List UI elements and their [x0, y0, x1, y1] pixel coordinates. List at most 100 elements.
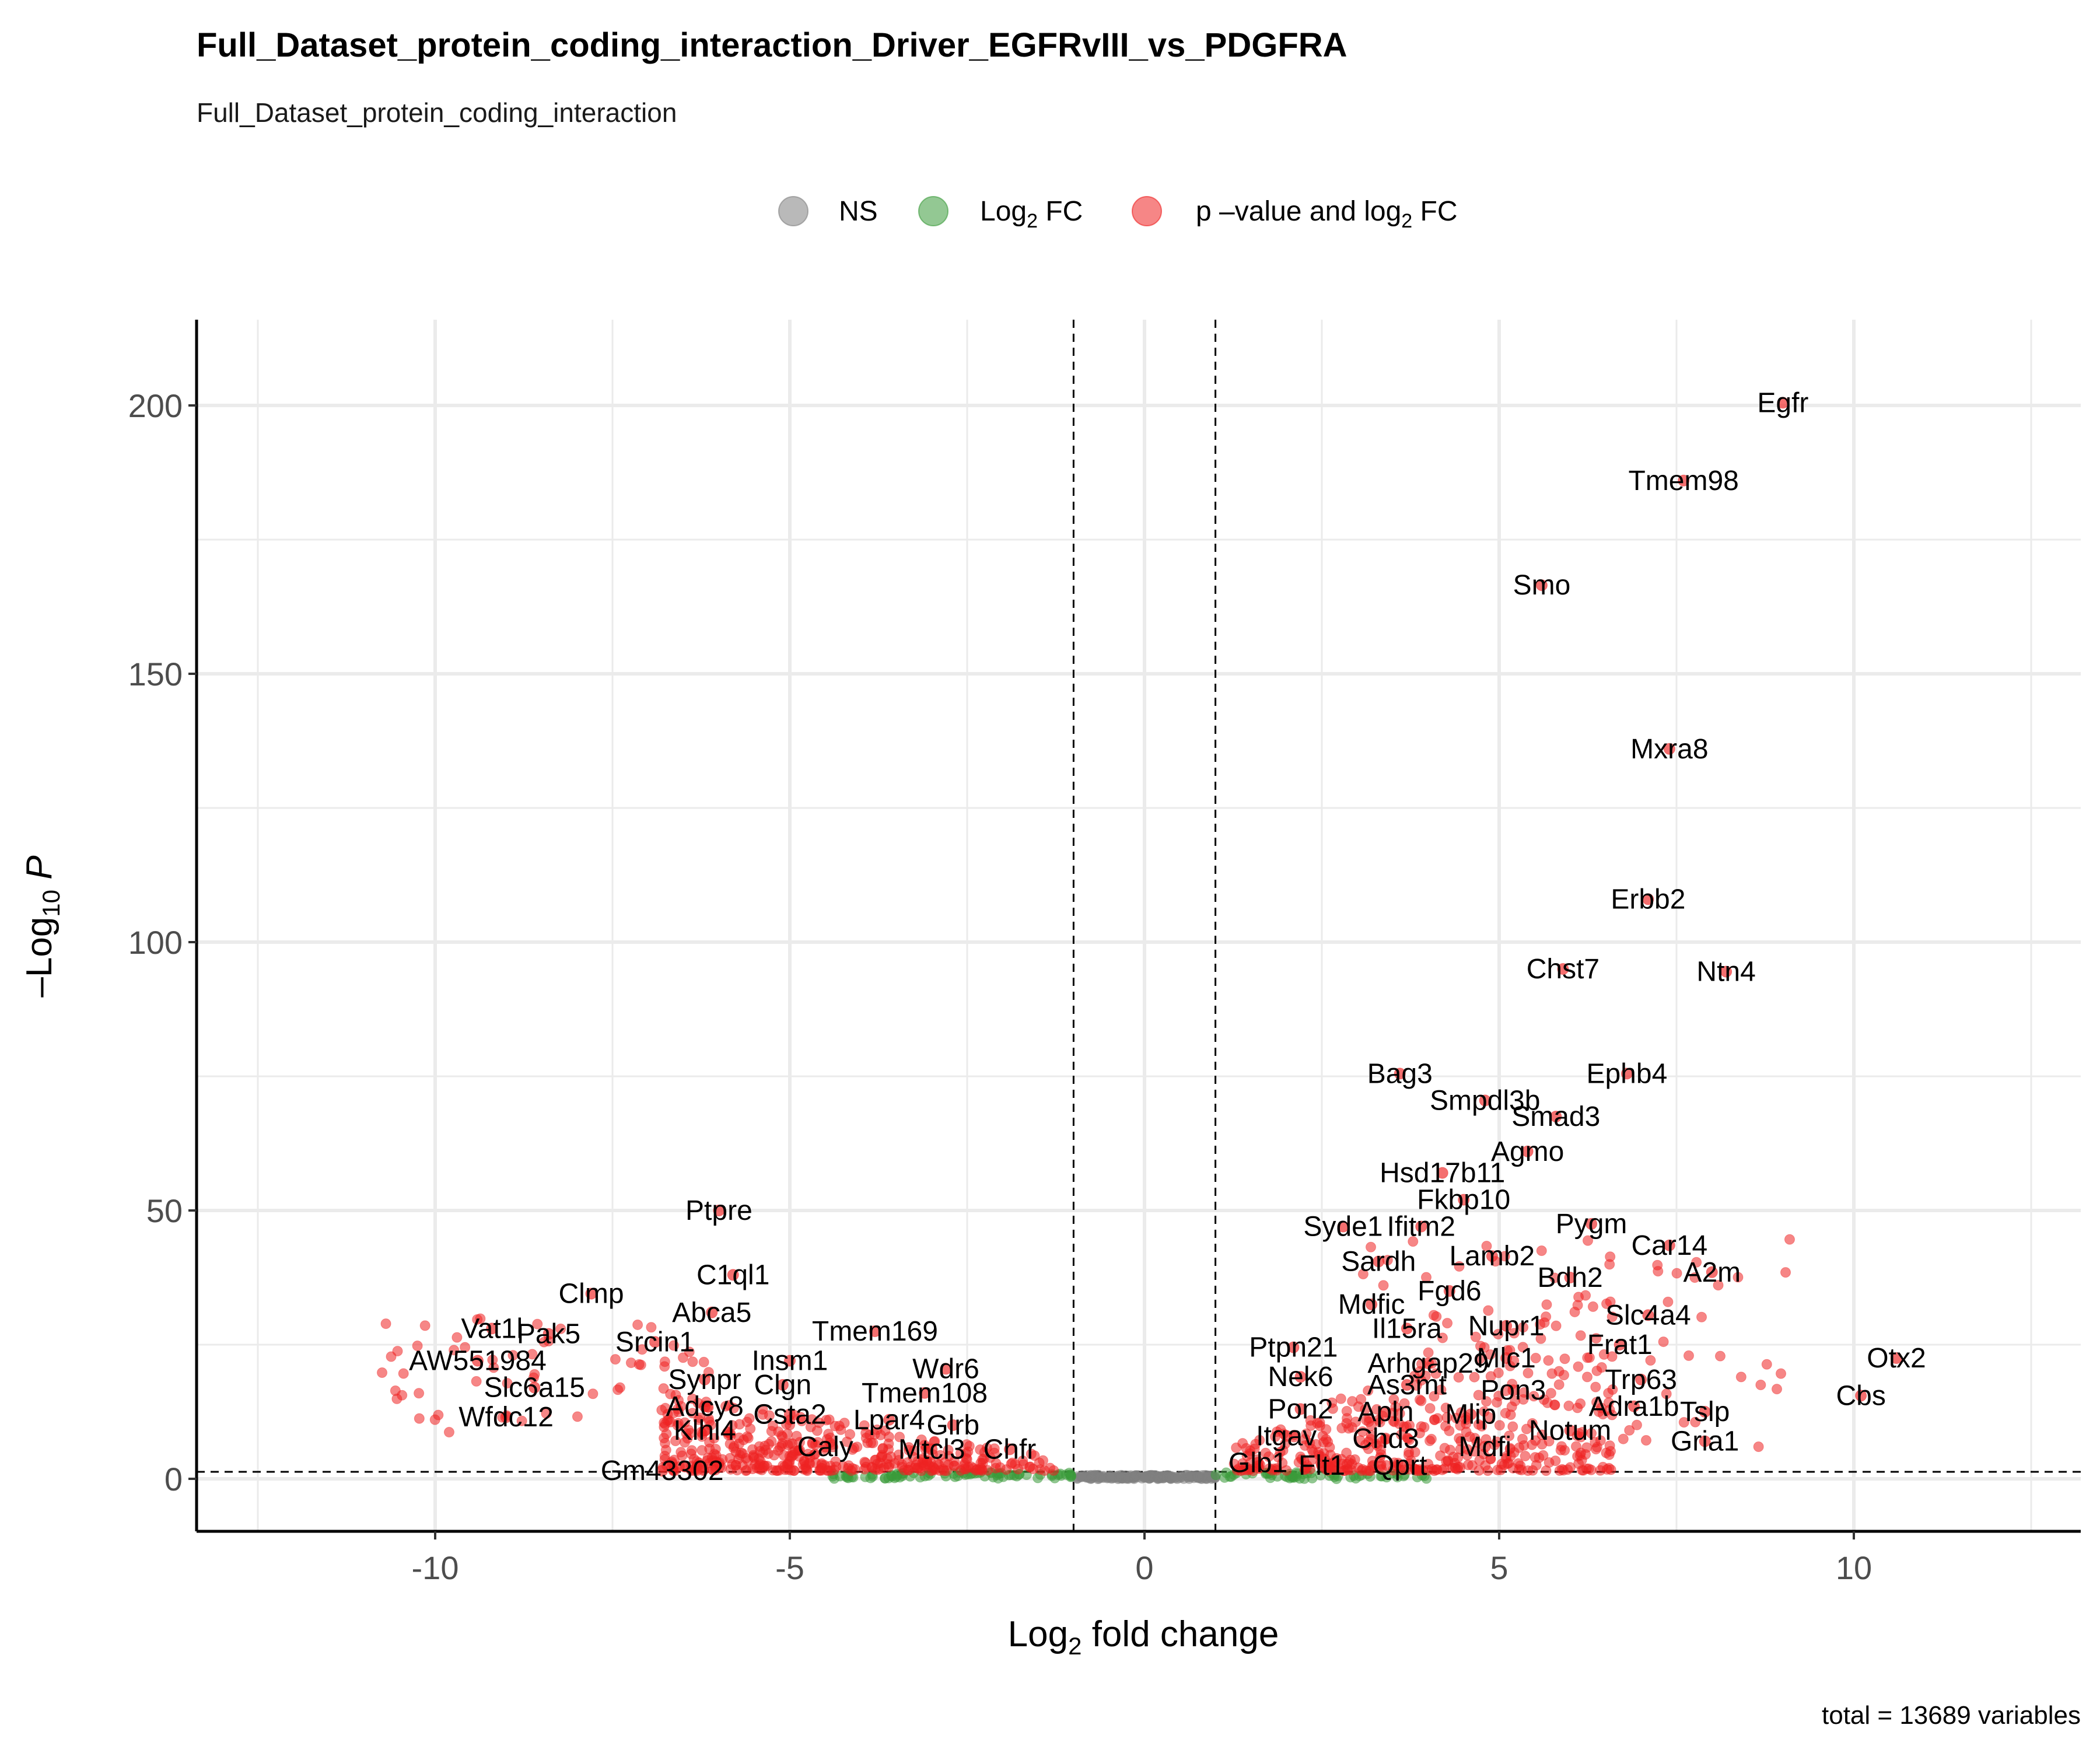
- gene-point-slc6a15: [528, 1381, 541, 1394]
- gene-label-a2m: A2m: [1683, 1257, 1741, 1288]
- gene-point-tmem108: [919, 1387, 931, 1399]
- background-point: [1424, 1403, 1436, 1414]
- background-point: [684, 1346, 695, 1357]
- background-point: [1556, 1464, 1567, 1475]
- gene-point-notum: [1564, 1425, 1576, 1437]
- background-point: [1507, 1421, 1518, 1432]
- gene-label-insm1: Insm1: [752, 1346, 828, 1377]
- background-point: [1368, 1460, 1379, 1471]
- background-point: [1474, 1455, 1485, 1466]
- background-point: [1428, 1310, 1439, 1321]
- background-point: [1755, 1379, 1766, 1390]
- background-point: [541, 1408, 552, 1419]
- background-point: [1409, 1447, 1420, 1458]
- gene-point-smpdl3b: [1479, 1094, 1491, 1107]
- background-point: [730, 1460, 741, 1471]
- gene-label-car14: Car14: [1631, 1230, 1707, 1261]
- background-point: [1444, 1444, 1455, 1455]
- background-point: [1470, 1331, 1481, 1342]
- background-point: [1591, 1333, 1602, 1344]
- gene-label-nek6: Nek6: [1268, 1362, 1333, 1392]
- gene-label-c1ql1: C1ql1: [696, 1259, 769, 1290]
- gene-point-fgd6: [1443, 1285, 1455, 1297]
- background-point: [1192, 1470, 1203, 1481]
- gene-point-otx2: [1890, 1352, 1902, 1364]
- gene-label-gm43302: Gm43302: [601, 1455, 724, 1486]
- background-point: [706, 1453, 718, 1464]
- background-point: [1430, 1368, 1441, 1379]
- gene-point-lamb2: [1486, 1250, 1498, 1262]
- background-point: [782, 1429, 793, 1440]
- gene-point-arhgap29: [1422, 1357, 1434, 1370]
- legend-key-ns: [778, 196, 808, 226]
- background-point: [1596, 1362, 1607, 1373]
- background-point: [1432, 1464, 1443, 1475]
- background-point: [1210, 1469, 1222, 1481]
- gene-label-ntn4: Ntn4: [1696, 957, 1755, 988]
- gene-point-itgav: [1280, 1430, 1293, 1442]
- background-point: [1353, 1401, 1364, 1412]
- background-point: [1394, 1408, 1405, 1419]
- background-point: [1311, 1439, 1322, 1450]
- background-point: [1081, 1472, 1092, 1483]
- background-point: [1496, 1458, 1507, 1469]
- background-point: [1573, 1361, 1584, 1372]
- background-point: [1549, 1272, 1560, 1283]
- background-point: [1278, 1445, 1289, 1456]
- gene-label-adra1b: Adra1b: [1589, 1391, 1679, 1422]
- background-point: [1105, 1471, 1116, 1482]
- background-point: [636, 1344, 648, 1355]
- gene-label-ephb4: Ephb4: [1586, 1058, 1667, 1089]
- background-point: [1254, 1434, 1265, 1446]
- background-point: [1152, 1472, 1163, 1483]
- gene-label-wfdc12: Wfdc12: [459, 1402, 554, 1433]
- gene-point-srcin1: [649, 1336, 661, 1348]
- gene-point-wfdc12: [500, 1411, 512, 1423]
- x-tick-label: 0: [1135, 1549, 1153, 1586]
- background-point: [676, 1447, 687, 1458]
- gene-label-bdh2: Bdh2: [1538, 1262, 1603, 1293]
- gene-label-tslp: Tslp: [1680, 1397, 1730, 1427]
- background-point: [1301, 1428, 1312, 1439]
- background-point: [912, 1455, 923, 1467]
- background-point: [1678, 1417, 1689, 1428]
- background-point: [825, 1465, 836, 1476]
- gene-label-glrb: Glrb: [926, 1410, 979, 1441]
- background-point: [1583, 1235, 1594, 1246]
- background-point: [824, 1414, 835, 1425]
- background-point: [391, 1393, 402, 1404]
- gene-label-otx2: Otx2: [1867, 1343, 1926, 1374]
- background-point: [734, 1419, 745, 1430]
- gene-label-trp63: Trp63: [1605, 1364, 1677, 1395]
- background-point: [659, 1356, 670, 1367]
- background-point: [1607, 1384, 1618, 1395]
- background-point: [1581, 1371, 1592, 1383]
- gene-label-klhl4: Klhl4: [674, 1415, 736, 1446]
- background-point: [414, 1413, 425, 1424]
- background-point: [738, 1434, 749, 1446]
- gene-point-agmo: [1521, 1145, 1534, 1157]
- gene-point-frat1: [1614, 1339, 1626, 1350]
- background-point: [1405, 1455, 1416, 1466]
- gene-label-hsd17b11: Hsd17b11: [1380, 1158, 1505, 1189]
- background-point: [1784, 1234, 1795, 1245]
- background-point: [807, 1437, 818, 1448]
- gene-label-smo: Smo: [1513, 570, 1571, 601]
- background-point: [1277, 1457, 1288, 1468]
- background-point: [1440, 1402, 1451, 1413]
- gene-point-cbs: [1855, 1390, 1867, 1402]
- background-point: [1518, 1394, 1529, 1405]
- legend-label-p_fc: p –value and log2 FC: [1196, 196, 1458, 232]
- gene-label-caly: Caly: [797, 1432, 853, 1462]
- gene-point-ptpre: [713, 1205, 725, 1216]
- background-point: [1631, 1419, 1642, 1430]
- background-point: [635, 1359, 646, 1370]
- background-point: [1575, 1398, 1586, 1409]
- gene-point-ntn4: [1720, 965, 1732, 978]
- background-point: [1559, 1353, 1570, 1364]
- gene-label-wdr6: Wdr6: [912, 1353, 979, 1384]
- background-point: [452, 1332, 463, 1343]
- background-point: [472, 1314, 483, 1325]
- gene-point-erbb2: [1642, 893, 1654, 905]
- background-point: [1481, 1396, 1492, 1407]
